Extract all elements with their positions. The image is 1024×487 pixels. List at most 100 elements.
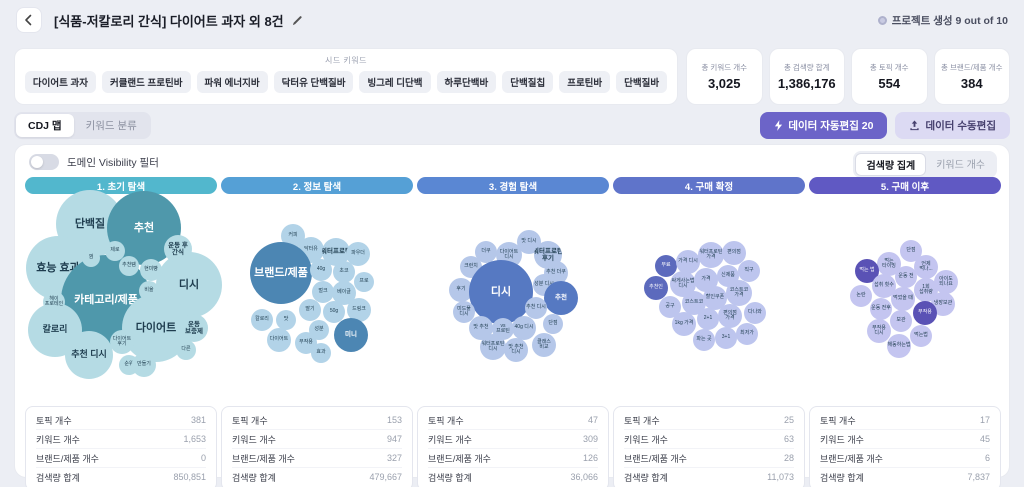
bubble[interactable]: 초코 — [333, 261, 355, 283]
bubble[interactable]: 칼로리 — [251, 309, 273, 331]
tab-키워드 분류[interactable]: 키워드 분류 — [85, 119, 137, 132]
bubble[interactable]: 50g — [323, 301, 345, 323]
stat-value: 7,837 — [967, 472, 990, 482]
manual-edit-button[interactable]: 데이터 수동편집 — [895, 111, 1010, 139]
bubble[interactable]: 최저가 — [736, 323, 758, 345]
bubble[interactable]: 다이어트 — [267, 328, 291, 352]
metric-tab-키워드 개수[interactable]: 키워드 개수 — [936, 160, 985, 171]
progress-dot-icon — [877, 15, 887, 25]
stat-value: 309 — [582, 434, 598, 444]
bubble[interactable]: 2+1 — [697, 308, 719, 330]
bubble[interactable]: 1kg 가격 — [672, 312, 696, 336]
bubble[interactable]: 다른 — [176, 340, 196, 360]
bubble-chart: 커피 닥터유 워터프로틴 파우더 브랜드/제품 40g 초코 프로 벌크 베이글 딸기 50g 드링크 칼… — [221, 194, 413, 406]
bubble[interactable]: 운동 전후 — [870, 298, 892, 320]
metric-tab-검색량 집계[interactable]: 검색량 집계 — [855, 153, 927, 176]
bubble[interactable]: 벌크 — [312, 281, 334, 303]
bubble[interactable]: 40g — [310, 259, 332, 281]
column-stats-card: 토픽 개수 17 키워드 개수 45 브랜드/제품 개수 6 검색량 합계 7,837 — [809, 406, 1001, 487]
stat-row: 검색량 합계 11,073 — [624, 468, 794, 486]
bubble[interactable]: 껌 — [82, 249, 100, 267]
bubble[interactable]: 보관 — [890, 310, 912, 332]
stat-label: 브랜드/제품 개수 — [36, 453, 99, 464]
bubble[interactable]: 논란 — [850, 285, 872, 307]
stat-value: 6 — [984, 453, 990, 463]
stat-row: 브랜드/제품 개수 0 — [36, 449, 206, 468]
summary-card: 총 브랜드/제품 개수 384 — [933, 48, 1010, 105]
bubble[interactable]: 단점 — [900, 240, 922, 262]
bubble[interactable]: 프로 — [354, 272, 374, 292]
bubble[interactable]: 효과 — [311, 343, 331, 363]
bubble[interactable]: 추천 — [544, 281, 578, 315]
bubble[interactable]: 다이어트 후기 — [110, 330, 134, 354]
stat-label: 키워드 개수 — [820, 434, 864, 445]
column-stats-card: 토픽 개수 381 키워드 개수 1,653 브랜드/제품 개수 0 검색량 합계 850,8… — [25, 406, 217, 487]
bubble[interactable]: 40g 디시 — [512, 316, 536, 340]
bubble[interactable]: 부작용 디시 — [867, 319, 891, 343]
bubble[interactable]: 언제 먹나... — [914, 255, 938, 279]
stat-label: 브랜드/제품 개수 — [624, 453, 687, 464]
bubble[interactable]: 미드풀 디시 — [453, 301, 475, 323]
bubble[interactable]: 다나와 — [744, 302, 766, 324]
bubble[interactable]: 먹는법 — [910, 325, 932, 347]
bubble[interactable]: 비율 — [139, 281, 159, 301]
bubble[interactable]: 디시 — [469, 260, 533, 324]
stage-columns: 1. 초기 탐색 단백질 추천 효능 효과 카테고리/제품 디시 다이어트 칼로리 추천 디시 제… — [25, 177, 1001, 487]
back-button[interactable] — [16, 7, 42, 33]
bubble[interactable]: 무료 — [655, 255, 677, 277]
bubble[interactable]: 맛 추천 디시 — [504, 338, 528, 362]
bubble[interactable]: 딸기 — [299, 299, 321, 321]
edit-title-icon[interactable] — [292, 15, 303, 26]
bubble[interactable]: 클래스 비교 — [532, 333, 556, 357]
bubble[interactable]: 추천 디시 — [65, 331, 113, 379]
bubble[interactable]: 3+1 — [715, 327, 737, 349]
bubble[interactable]: 맛 — [276, 310, 296, 330]
bubble[interactable]: 파는 곳 — [693, 329, 715, 351]
bubble[interactable]: 직구 — [738, 260, 760, 282]
bubble[interactable]: 부작용 — [913, 301, 937, 325]
view-tabs: CDJ 맵 키워드 분류 — [14, 111, 151, 139]
stat-row: 키워드 개수 947 — [232, 430, 402, 449]
bubble[interactable]: 가격 디시 — [676, 250, 700, 274]
bubble[interactable]: 만들기 — [132, 353, 156, 377]
bubble[interactable]: 추천인 — [644, 276, 668, 300]
stat-label: 키워드 개수 — [428, 434, 472, 445]
stat-value: 28 — [783, 453, 794, 463]
stage-column-2: 2. 정보 탐색 커피 닥터유 워터프로틴 파우더 브랜드/제품 40g 초코 프로 벌크 베이글 딸… — [221, 177, 413, 487]
stat-label: 키워드 개수 — [624, 434, 668, 445]
stat-value: 36,066 — [570, 472, 598, 482]
bubble[interactable]: 코스트코 가격 — [726, 280, 752, 306]
bubble[interactable]: 먹었을 때 — [891, 287, 915, 311]
domain-visibility-toggle[interactable] — [29, 154, 59, 170]
seed-keyword-chip: 단백질바 — [616, 71, 668, 93]
stat-row: 키워드 개수 45 — [820, 430, 990, 449]
bubble[interactable]: 워터프로틴 디시 — [480, 334, 506, 360]
summary-card-value: 1,386,176 — [777, 76, 836, 91]
bubble[interactable]: 추천 디시 — [525, 297, 547, 319]
bubble[interactable]: 헤이 프로테인 — [43, 291, 65, 313]
toggle-knob — [31, 156, 43, 168]
bubble[interactable]: 운동 보충제 — [180, 314, 208, 342]
bubble[interactable]: 더쿠 — [475, 241, 497, 263]
bubble[interactable]: 제로 — [105, 241, 125, 261]
bubble[interactable]: 미니 — [334, 318, 368, 352]
bubble[interactable]: 편의점 가격 — [718, 304, 742, 328]
bubble[interactable]: 브랜드/제품 — [250, 242, 312, 304]
auto-edit-button[interactable]: 데이터 자동편집 20 — [760, 111, 888, 139]
bubble[interactable]: 현미빵 — [140, 259, 162, 281]
column-stats-card: 토픽 개수 47 키워드 개수 309 브랜드/제품 개수 126 검색량 합계 36,066 — [417, 406, 609, 487]
bubble[interactable]: 단점 — [543, 314, 563, 334]
bubble[interactable]: 공구 — [659, 296, 681, 318]
page-title: [식품-저칼로리 간식] 다이어트 과자 외 8건 — [54, 13, 284, 29]
bubble[interactable]: 워터프로틴 가격 — [698, 242, 724, 268]
tab-CDJ 맵[interactable]: CDJ 맵 — [16, 113, 74, 137]
summary-card: 총 키워드 개수 3,025 — [686, 48, 763, 105]
bubble[interactable]: 운동 후 간식 — [164, 235, 192, 263]
bubble[interactable]: 운동 전 — [895, 266, 917, 288]
stat-label: 토픽 개수 — [36, 415, 72, 426]
bubble[interactable]: 추천템 — [119, 256, 139, 276]
bubble[interactable]: 해동하는법 — [887, 334, 911, 358]
tabs-row: CDJ 맵 키워드 분류 데이터 자동편집 20 데이터 수동편집 — [14, 111, 1010, 139]
summary-card-label: 총 토픽 개수 — [869, 63, 909, 72]
bubble[interactable]: 아이도 되나요 — [934, 270, 958, 294]
